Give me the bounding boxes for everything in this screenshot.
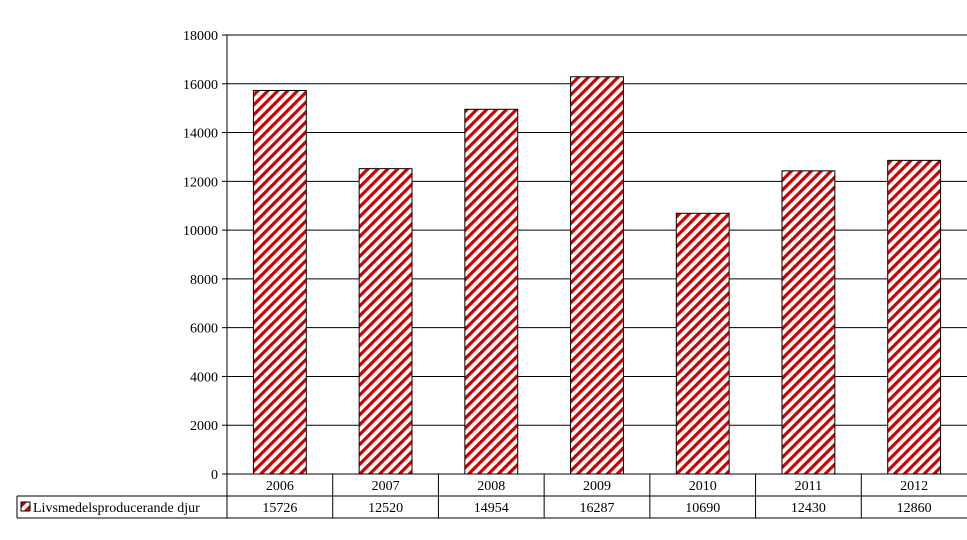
- data-table-value: 10690: [685, 501, 720, 516]
- y-tick-label: 8000: [190, 273, 218, 288]
- data-table-value: 14954: [474, 501, 509, 516]
- bar-2012: [887, 159, 942, 475]
- bar-2011: [781, 170, 836, 475]
- bar-2008: [464, 108, 519, 475]
- data-table-value: 12860: [897, 501, 932, 516]
- y-tick-label: 10000: [183, 224, 218, 239]
- x-category-label: 2011: [795, 479, 822, 494]
- data-table-value: 12520: [368, 501, 403, 516]
- data-table-value: 12430: [791, 501, 826, 516]
- y-tick-label: 0: [211, 468, 218, 483]
- legend-series-name: Livsmedelsproducerande djur: [33, 501, 200, 516]
- data-table: 2006 15726 2007 12520 2008 14954 2009 16287 2010…: [16, 473, 967, 519]
- x-category-label: 2008: [477, 479, 505, 494]
- x-category-label: 2012: [900, 479, 928, 494]
- data-table-value: 16287: [580, 501, 615, 516]
- y-tick-label: 12000: [183, 175, 218, 190]
- data-table-value: 15726: [262, 501, 297, 516]
- y-tick-label: 14000: [183, 127, 218, 142]
- bar-2010: [675, 212, 730, 475]
- y-tick-label: 2000: [190, 419, 218, 434]
- x-category-label: 2010: [689, 479, 717, 494]
- x-category-label: 2006: [266, 479, 294, 494]
- y-tick-label: 16000: [183, 78, 218, 93]
- bar-2006: [252, 89, 307, 475]
- x-category-label: 2009: [583, 479, 611, 494]
- y-tick-label: 6000: [190, 322, 218, 337]
- legend-swatch: [20, 501, 31, 512]
- x-category-label: 2007: [372, 479, 400, 494]
- bar-2007: [358, 168, 413, 475]
- axes: 0 2000 4000 6000 8000 10000 12000 14000 16000 180…: [183, 29, 228, 518]
- y-tick-label: 18000: [183, 29, 218, 44]
- y-tick-label: 4000: [190, 370, 218, 385]
- bar-2009: [570, 76, 624, 475]
- bars: [252, 76, 942, 475]
